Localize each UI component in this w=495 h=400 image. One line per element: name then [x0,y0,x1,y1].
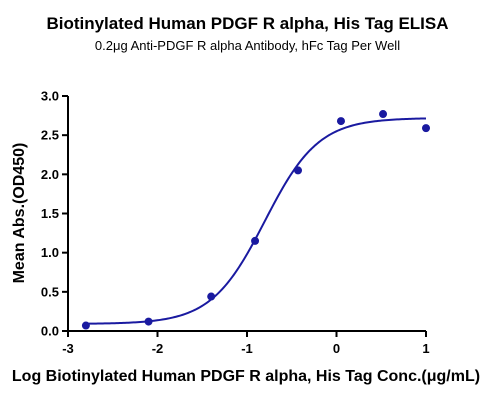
fit-curve-layer [85,117,427,325]
data-point [81,321,90,330]
x-tick-label: -3 [62,341,74,356]
data-point [336,117,345,126]
data-point [251,236,260,245]
y-tick-label: 0.0 [41,324,59,339]
chart-subtitle: 0.2μg Anti-PDGF R alpha Antibody, hFc Ta… [94,38,401,53]
data-point [144,317,153,326]
axes: 0.0 0.5 1.0 1.5 2.0 2.5 3.0 -3 -2 -1 0 1 [41,89,430,357]
y-tick-label: 1.0 [41,245,59,260]
data-point [207,292,216,301]
chart-title: Biotinylated Human PDGF R alpha, His Tag… [46,14,449,33]
y-tick-label: 2.0 [41,167,59,182]
data-point [379,110,388,119]
x-axis-label: Log Biotinylated Human PDGF R alpha, His… [12,368,480,385]
y-tick-label: 1.5 [41,206,59,221]
x-tick-label: 1 [422,341,429,356]
y-tick-label: 0.5 [41,284,59,299]
y-tick-label: 3.0 [41,89,59,104]
fit-curve [85,117,427,325]
data-point [422,124,430,133]
y-axis-label: Mean Abs.(OD450) [11,143,28,284]
data-points-layer [81,110,430,330]
data-point [294,166,303,175]
x-tick-label: 0 [333,341,340,356]
y-tick-label: 2.5 [41,128,59,143]
x-tick-label: -2 [152,341,164,356]
x-tick-label: -1 [241,341,253,356]
